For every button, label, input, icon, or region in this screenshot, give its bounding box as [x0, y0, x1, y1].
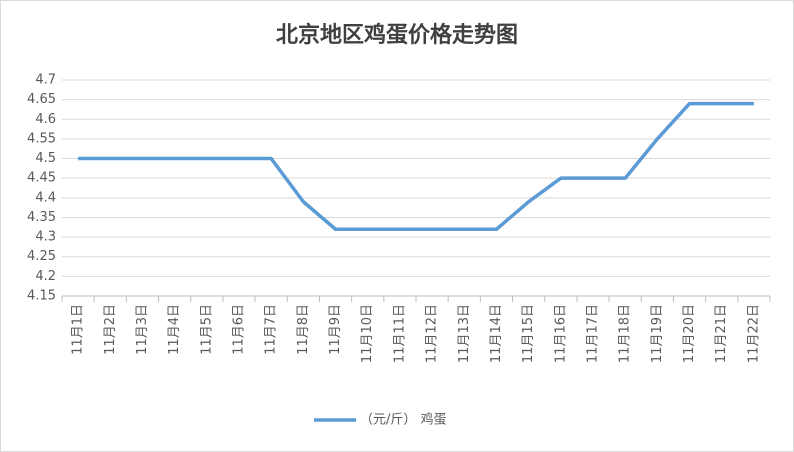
x-tick-label: 11月11日: [392, 304, 407, 363]
y-tick-label: 4.15: [27, 289, 56, 304]
y-tick-label: 4.4: [35, 190, 56, 205]
x-tick-label: 11月1日: [71, 304, 86, 355]
x-tick-label: 11月5日: [199, 304, 214, 355]
y-tick-label: 4.7: [35, 73, 56, 88]
y-tick-label: 4.2: [35, 269, 56, 284]
legend-label: （元/斤） 鸡蛋: [360, 412, 447, 428]
y-tick-label: 4.6: [35, 112, 56, 127]
x-tick-label: 11月22日: [746, 304, 761, 363]
x-tick-label: 11月7日: [264, 304, 279, 355]
y-tick-label: 4.3: [35, 230, 56, 245]
x-tick-label: 11月6日: [232, 304, 247, 355]
x-tick-label: 11月21日: [714, 304, 729, 363]
x-tick-label: 11月20日: [682, 304, 697, 363]
x-tick-label: 11月12日: [425, 304, 440, 363]
y-tick-label: 4.35: [27, 210, 56, 225]
y-tick-label: 4.25: [27, 249, 56, 264]
x-tick-label: 11月13日: [457, 304, 472, 363]
x-tick-label: 11月2日: [103, 304, 118, 355]
x-tick-label: 11月19日: [650, 304, 665, 363]
y-tick-label: 4.65: [27, 92, 56, 107]
x-tick-label: 11月18日: [618, 304, 633, 363]
x-tick-label: 11月17日: [586, 304, 601, 363]
x-tick-label: 11月3日: [135, 304, 150, 355]
x-tick-label: 11月14日: [489, 304, 504, 363]
y-tick-label: 4.55: [27, 131, 56, 146]
y-tick-label: 4.5: [35, 151, 56, 166]
x-tick-label: 11月15日: [521, 304, 536, 363]
x-tick-label: 11月4日: [167, 304, 182, 355]
x-tick-label: 11月10日: [360, 304, 375, 363]
line-series: [78, 101, 754, 231]
x-tick-label: 11月16日: [553, 304, 568, 363]
y-tick-label: 4.45: [27, 171, 56, 186]
chart-title: 北京地区鸡蛋价格走势图: [276, 22, 518, 48]
x-tick-label: 11月8日: [296, 304, 311, 355]
x-tick-label: 11月9日: [328, 304, 343, 355]
